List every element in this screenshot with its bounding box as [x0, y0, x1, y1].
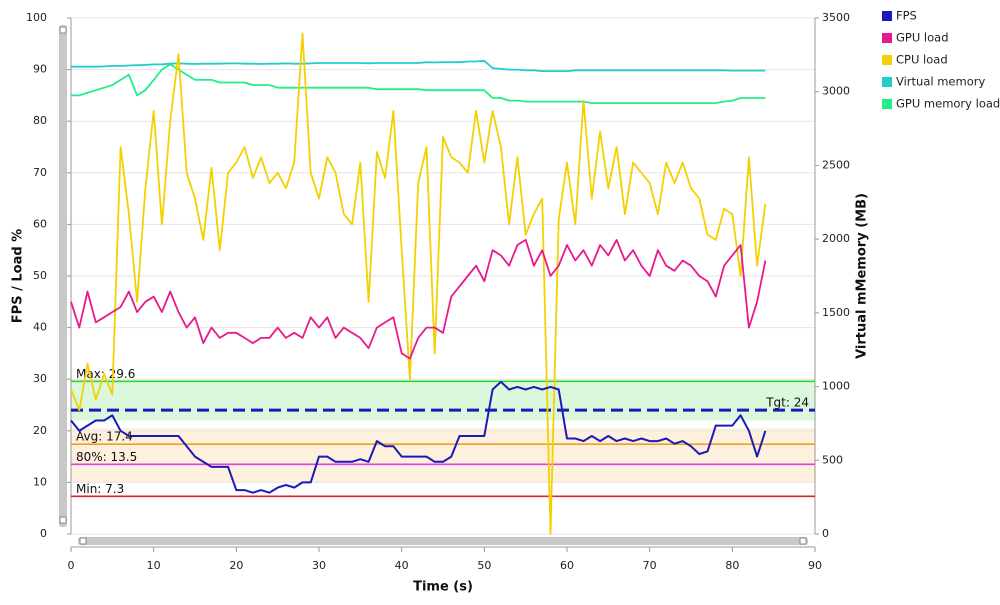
plot-background	[71, 17, 815, 535]
x-tick-label: 90	[808, 559, 822, 572]
legend-swatch	[882, 55, 892, 65]
x-tick-label: 10	[147, 559, 161, 572]
y-tick-label: 60	[33, 217, 47, 230]
y-tick-label: 20	[33, 424, 47, 437]
y-tick-label: 0	[40, 527, 47, 540]
reference-label: Avg: 17.4	[76, 430, 133, 444]
reference-label: Min: 7.3	[76, 482, 124, 496]
y-tick-label: 40	[33, 321, 47, 334]
legend-label: FPS	[896, 9, 917, 23]
scroll-handle[interactable]	[59, 26, 67, 34]
y2-tick-label: 3000	[822, 85, 850, 98]
y2-tick-label: 1500	[822, 306, 850, 319]
series-line	[70, 380, 767, 494]
x-tick-label: 70	[643, 559, 657, 572]
y2-tick-label: 3500	[822, 11, 850, 24]
series-line	[70, 239, 767, 360]
y-tick-label: 90	[33, 63, 47, 76]
scroll-handle[interactable]	[799, 537, 807, 545]
series-line	[71, 63, 766, 104]
reference-label: 80%: 13.5	[76, 450, 137, 464]
series-line	[70, 32, 767, 535]
y-tick-label: 30	[33, 372, 47, 385]
legend-label: GPU memory load	[896, 97, 1000, 111]
scroll-handle[interactable]	[79, 537, 87, 545]
legend-label: GPU load	[896, 31, 949, 45]
legend-swatch	[882, 11, 892, 21]
legend-label: Virtual memory	[896, 75, 985, 89]
x-tick-label: 40	[395, 559, 409, 572]
x-tick-label: 20	[229, 559, 243, 572]
x-tick-label: 0	[68, 559, 75, 572]
x-tick-label: 60	[560, 559, 574, 572]
y2-tick-label: 1000	[822, 380, 850, 393]
y-tick-label: 80	[33, 114, 47, 127]
y-tick-label: 100	[26, 11, 47, 24]
x-axis-title: Time (s)	[413, 580, 473, 595]
y2-tick-label: 2500	[822, 158, 850, 171]
band	[71, 428, 815, 483]
x-tick-label: 30	[312, 559, 326, 572]
x-tick-label: 50	[477, 559, 491, 572]
horizontal-scrollbar[interactable]	[78, 537, 808, 545]
legend-swatch	[882, 99, 892, 109]
vertical-scrollbar[interactable]	[59, 25, 67, 527]
y2-tick-label: 500	[822, 453, 843, 466]
series-line	[71, 59, 766, 72]
x-tick-label: 80	[725, 559, 739, 572]
y2-tick-label: 0	[822, 527, 829, 540]
y2-tick-label: 2000	[822, 232, 850, 245]
y-axis-title: FPS / Load %	[11, 229, 26, 323]
reference-label: Tgt: 24	[765, 396, 809, 410]
y-tick-label: 50	[33, 269, 47, 282]
y2-axis-title: Virtual mMemory (MB)	[855, 193, 870, 359]
y-tick-label: 10	[33, 475, 47, 488]
y-tick-label: 70	[33, 166, 47, 179]
band	[71, 381, 815, 421]
legend-swatch	[882, 33, 892, 43]
legend-label: CPU load	[896, 53, 948, 67]
scroll-handle[interactable]	[59, 516, 67, 524]
legend-swatch	[882, 77, 892, 87]
